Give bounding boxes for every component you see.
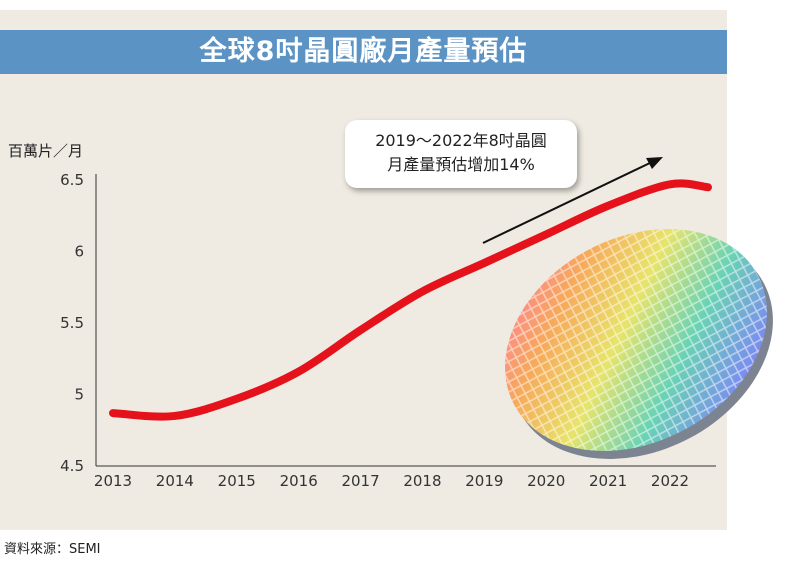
series-line-8inch-capacity — [109, 179, 712, 421]
callout-line-2: 月產量預估增加14% — [387, 155, 535, 174]
y-tick-label: 5 — [74, 386, 84, 404]
x-tick-label: 2013 — [94, 472, 132, 490]
wafer-illustration — [480, 220, 800, 460]
x-tick-label: 2017 — [341, 472, 379, 490]
x-tick-label: 2015 — [218, 472, 256, 490]
trend-arrow — [482, 157, 663, 244]
x-tick-label: 2016 — [280, 472, 318, 490]
x-tick-label: 2021 — [589, 472, 627, 490]
callout-line-1: 2019～2022年8吋晶圓 — [375, 131, 547, 150]
y-axis-unit-label: 百萬片／月 — [8, 142, 84, 160]
y-tick-label: 6.5 — [60, 171, 84, 189]
y-tick-label: 6 — [74, 243, 84, 261]
callout-box: 2019～2022年8吋晶圓 月產量預估增加14% — [345, 120, 577, 188]
y-tick-label: 4.5 — [60, 457, 84, 475]
source-note: 資料來源：SEMI — [4, 542, 101, 557]
x-tick-label: 2014 — [156, 472, 194, 490]
x-tick-label: 2019 — [465, 472, 503, 490]
chart-title: 全球8吋晶圓廠月產量預估 — [0, 30, 727, 74]
y-tick-label: 5.5 — [60, 314, 84, 332]
x-tick-label: 2022 — [651, 472, 689, 490]
x-tick-label: 2020 — [527, 472, 565, 490]
x-tick-label: 2018 — [403, 472, 441, 490]
